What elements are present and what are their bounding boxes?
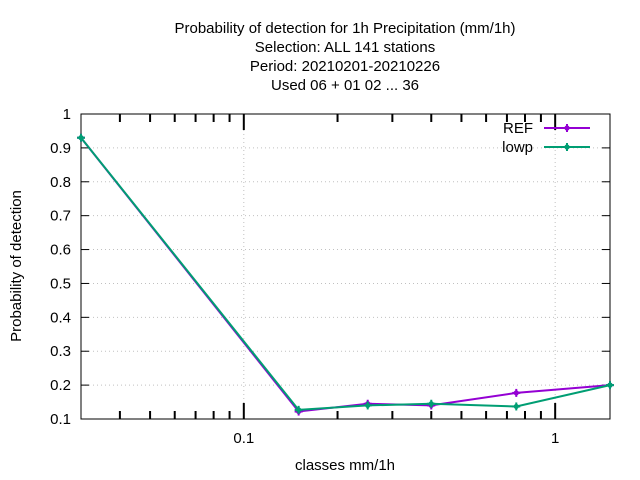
chart-title-line: Used 06 + 01 02 ... 36 xyxy=(271,77,419,94)
y-tick-label: 1 xyxy=(63,106,71,123)
y-tick-label: 0.6 xyxy=(50,242,71,259)
y-tick-label: 0.7 xyxy=(50,208,71,225)
data-point-lowp xyxy=(77,133,85,142)
x-tick-label: 1 xyxy=(551,430,559,447)
data-point-lowp xyxy=(363,401,372,410)
y-tick-label: 0.5 xyxy=(50,275,71,292)
y-tick-label: 0.2 xyxy=(50,377,71,394)
data-point-REF xyxy=(512,388,521,397)
series-line-REF xyxy=(80,137,611,413)
series-line-lowp xyxy=(80,137,611,411)
x-ticks: 0.1 1 xyxy=(118,114,559,447)
y-tick-label: 0.1 xyxy=(50,411,71,428)
chart-title-line: Probability of detection for 1h Precipit… xyxy=(175,20,516,37)
grid xyxy=(81,114,610,419)
x-tick-label: 0.1 xyxy=(233,430,254,447)
chart-title-line: Period: 20210201-20210226 xyxy=(250,58,440,75)
legend-marker xyxy=(563,143,571,151)
data-point-lowp xyxy=(427,399,436,408)
y-tick-label: 0.8 xyxy=(50,174,71,191)
legend-label: lowp xyxy=(502,139,533,156)
y-axis-label: Probability of detection xyxy=(8,190,25,342)
y-ticks: 0.1 0.2 0.3 0.4 0.5 0.6 0.7 0.8 0.9 1 xyxy=(50,106,610,428)
data-point-lowp xyxy=(512,402,521,411)
x-axis-label: classes mm/1h xyxy=(295,457,395,474)
chart-title-line: Selection: ALL 141 stations xyxy=(255,39,435,56)
legend-label: REF xyxy=(503,120,533,137)
y-tick-label: 0.9 xyxy=(50,140,71,157)
plot-frame xyxy=(80,113,611,420)
data-point-lowp xyxy=(606,381,614,390)
legend-marker xyxy=(563,124,571,132)
chart-title: Probability of detection for 1h Precipit… xyxy=(175,20,516,94)
y-tick-label: 0.3 xyxy=(50,343,71,360)
legend: REF lowp xyxy=(502,120,590,156)
data-point-lowp xyxy=(294,405,303,414)
y-tick-label: 0.4 xyxy=(50,309,71,326)
series xyxy=(77,133,614,416)
